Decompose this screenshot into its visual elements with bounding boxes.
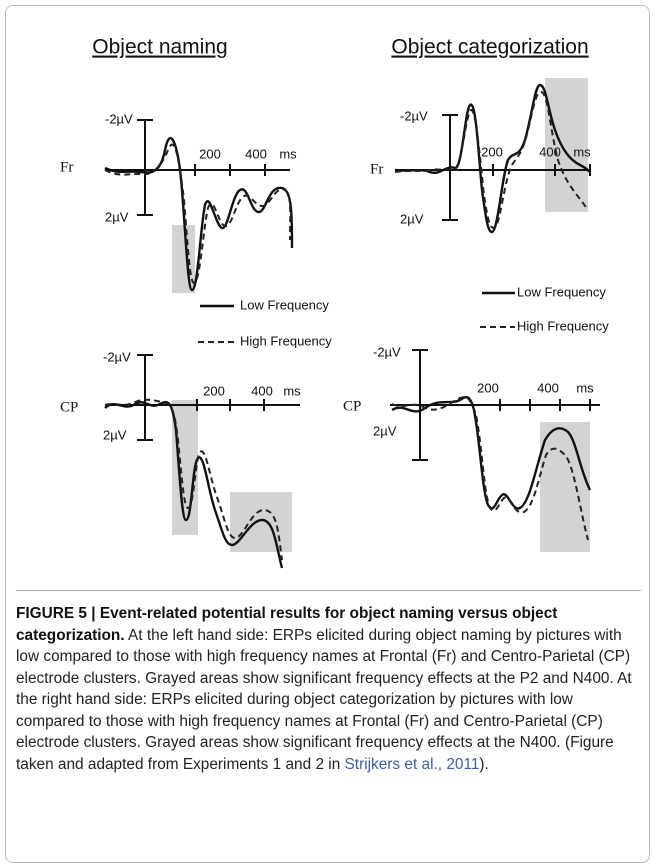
y-label: -2µV	[373, 344, 401, 359]
waveform-low	[104, 136, 294, 292]
electrode-label: Fr	[370, 161, 383, 177]
legend-label: Low Frequency	[517, 284, 606, 299]
y-label: 2µV	[373, 423, 397, 438]
figure: Object naming Object categorization -2µV…	[60, 36, 609, 569]
caption-end: ).	[479, 755, 489, 773]
electrode-label: Fr	[60, 159, 73, 175]
y-label: 2µV	[103, 427, 127, 442]
x-label: ms	[279, 146, 297, 161]
reference-link[interactable]: Strijkers et al., 2011	[344, 755, 480, 773]
figure-caption: FIGURE 5 | Event-related potential resul…	[16, 590, 641, 775]
figure-frame	[5, 5, 650, 863]
x-label: 200	[203, 383, 225, 398]
electrode-label: CP	[343, 398, 361, 414]
waveform-high	[391, 396, 589, 541]
significance-area	[172, 225, 195, 293]
legend-label: High Frequency	[240, 333, 332, 348]
x-label: 200	[481, 144, 503, 159]
y-label: -2µV	[103, 349, 131, 364]
x-label: 400	[539, 144, 561, 159]
axes	[105, 119, 290, 216]
waveform-high	[394, 90, 589, 230]
x-label: 400	[245, 146, 267, 161]
x-label: 200	[199, 146, 221, 161]
panel-title: Object naming	[92, 36, 227, 59]
significance-area	[545, 78, 588, 212]
y-label: -2µV	[400, 108, 428, 123]
axes	[105, 354, 300, 441]
caption-heading: FIGURE 5 | Event-related potential resul…	[16, 605, 558, 644]
y-label: -2µV	[105, 111, 133, 126]
legend-label: Low Frequency	[240, 297, 329, 312]
significance-area	[230, 492, 292, 552]
legend-label: High Frequency	[517, 318, 609, 333]
axes	[390, 349, 600, 461]
x-label: 400	[537, 380, 559, 395]
y-label: 2µV	[105, 209, 129, 224]
x-label: ms	[283, 383, 301, 398]
x-label: 400	[251, 383, 273, 398]
waveform-high	[104, 143, 292, 285]
electrode-label: CP	[60, 399, 78, 415]
significance-area	[540, 422, 590, 552]
caption-text: At the left hand side: ERPs elicited dur…	[16, 626, 632, 773]
panel-title: Object categorization	[391, 36, 588, 59]
x-label: ms	[573, 144, 591, 159]
x-label: 200	[477, 380, 499, 395]
waveform-low	[391, 396, 592, 510]
waveform-high	[104, 398, 283, 561]
x-label: ms	[576, 380, 594, 395]
y-label: 2µV	[400, 211, 424, 226]
